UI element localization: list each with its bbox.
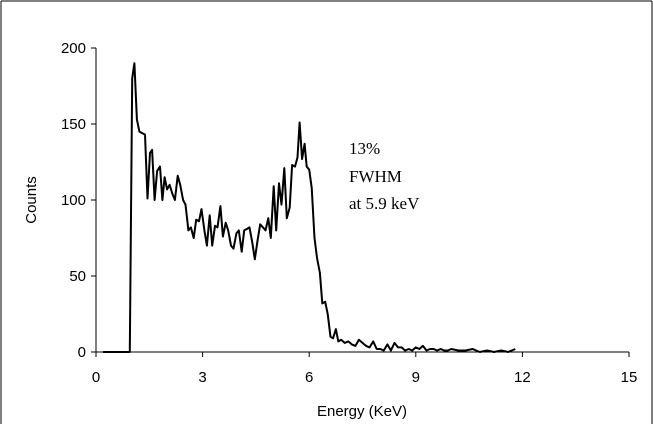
annotation-line-2: FWHM	[349, 167, 402, 186]
y-tick-label: 150	[61, 116, 86, 133]
x-ticks: 0 3 6 9 12 15	[92, 352, 638, 386]
x-tick-label: 9	[412, 369, 420, 386]
y-tick-label: 200	[61, 40, 86, 57]
y-tick-label: 0	[78, 344, 86, 361]
x-tick-label: 6	[305, 369, 313, 386]
y-ticks: 0 50 100 150 200	[61, 40, 96, 361]
y-tick-label: 50	[69, 268, 86, 285]
annotation-line-3: at 5.9 keV	[349, 194, 420, 213]
series-layer	[103, 62, 516, 353]
annotation-line-1: 13%	[349, 139, 380, 158]
y-axis-title: Counts	[23, 176, 40, 224]
x-tick-label: 15	[621, 369, 638, 386]
x-tick-label: 0	[92, 369, 100, 386]
x-axis-title: Energy (KeV)	[317, 403, 407, 420]
x-tick-label: 3	[198, 369, 206, 386]
x-tick-label: 12	[514, 369, 531, 386]
annotation: 13% FWHM at 5.9 keV	[349, 139, 420, 213]
y-tick-label: 100	[61, 192, 86, 209]
series-line-0	[103, 62, 516, 353]
